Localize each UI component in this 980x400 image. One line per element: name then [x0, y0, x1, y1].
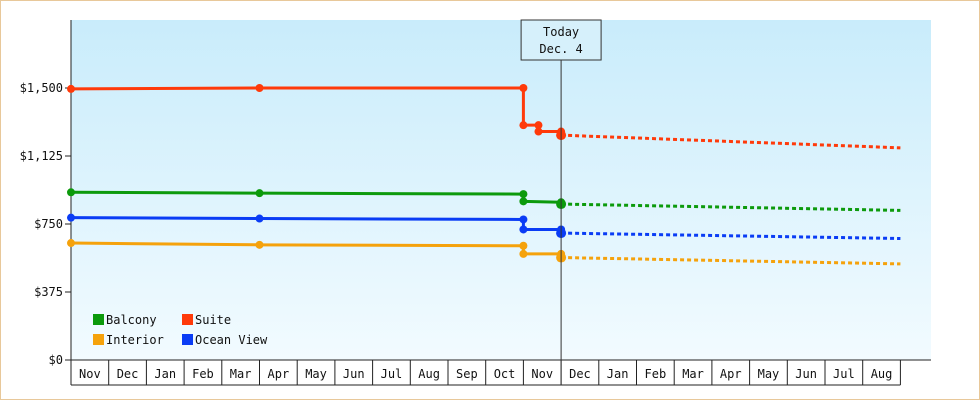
data-point[interactable]: [519, 197, 528, 206]
x-tick-label: May: [758, 367, 780, 381]
data-point[interactable]: [255, 240, 264, 249]
data-point[interactable]: [519, 241, 528, 250]
y-tick-label: $375: [34, 285, 63, 299]
x-tick-label: Jun: [795, 367, 817, 381]
x-tick-label: Apr: [720, 367, 742, 381]
series-layer: [67, 84, 901, 266]
x-tick-label: Mar: [230, 367, 252, 381]
data-point[interactable]: [255, 84, 264, 92]
plot-area: [71, 20, 931, 360]
legend: Balcony Suite Interior Ocean View: [93, 313, 268, 347]
data-point[interactable]: [67, 239, 75, 248]
series-forecast-line: [561, 133, 901, 150]
series-forecast-line: [561, 231, 901, 241]
data-point[interactable]: [255, 189, 264, 198]
x-tick-label: Aug: [871, 367, 893, 381]
x-tick-label: May: [305, 367, 327, 381]
legend-swatch: [93, 334, 104, 345]
data-point[interactable]: [519, 84, 528, 92]
today-marker: Today Dec. 4: [520, 19, 602, 385]
x-tick-label: Apr: [268, 367, 290, 381]
data-point[interactable]: [67, 84, 75, 93]
y-tick-label: $750: [34, 217, 63, 231]
x-tick-label: Jan: [154, 367, 176, 381]
data-point[interactable]: [534, 127, 543, 136]
x-tick-label: Aug: [418, 367, 440, 381]
data-point[interactable]: [67, 213, 75, 222]
x-tick-label: Sep: [456, 367, 478, 381]
y-tick-label: $1,125: [20, 149, 63, 163]
x-tick-label: Oct: [494, 367, 516, 381]
legend-label: Interior: [106, 333, 164, 347]
legend-label: Balcony: [106, 313, 157, 327]
legend-swatch: [182, 314, 193, 325]
y-tick-label: $1,500: [20, 81, 63, 95]
today-date: Dec. 4: [539, 42, 582, 56]
x-tick-label: Jun: [343, 367, 365, 381]
x-tick-label: Jul: [833, 367, 855, 381]
series-forecast-line: [561, 256, 901, 266]
data-point[interactable]: [519, 121, 528, 130]
today-label: Today: [543, 25, 579, 39]
today-box: [520, 19, 602, 61]
y-axis: $0 $375 $750 $1,125 $1,500: [20, 20, 72, 367]
x-tick-label: Nov: [79, 367, 101, 381]
series-forecast-line: [561, 202, 901, 212]
legend-label: Ocean View: [195, 333, 268, 347]
data-point[interactable]: [519, 249, 528, 258]
x-tick-label: Mar: [682, 367, 704, 381]
x-tick-label: Feb: [645, 367, 667, 381]
data-point[interactable]: [534, 121, 543, 130]
x-tick-label: Nov: [531, 367, 553, 381]
x-tick-label: Dec: [117, 367, 139, 381]
data-point[interactable]: [67, 188, 75, 197]
legend-label: Suite: [195, 313, 231, 327]
x-tick-label: Dec: [569, 367, 591, 381]
legend-swatch: [93, 314, 104, 325]
legend-swatch: [182, 334, 193, 345]
data-point[interactable]: [519, 215, 528, 224]
data-point[interactable]: [519, 190, 528, 199]
y-tick-label: $0: [49, 353, 63, 367]
x-tick-label: Jan: [607, 367, 629, 381]
data-point[interactable]: [255, 214, 264, 223]
x-tick-label: Jul: [381, 367, 403, 381]
data-point[interactable]: [519, 225, 528, 234]
x-axis: Nov Dec Jan Feb Mar Apr May Jun Jul Aug Sep Oct Nov D…: [70, 359, 931, 386]
x-tick-label: Feb: [192, 367, 214, 381]
